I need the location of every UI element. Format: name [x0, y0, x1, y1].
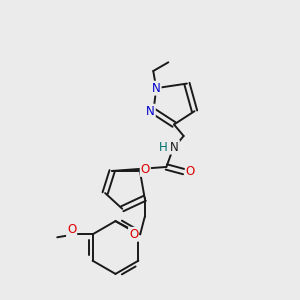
Text: N: N — [146, 105, 155, 118]
Text: O: O — [141, 163, 150, 176]
Text: N: N — [170, 141, 179, 154]
Text: N: N — [152, 82, 161, 94]
Text: O: O — [186, 165, 195, 178]
Text: O: O — [129, 228, 138, 241]
Text: O: O — [67, 223, 76, 236]
Text: H: H — [159, 141, 168, 154]
